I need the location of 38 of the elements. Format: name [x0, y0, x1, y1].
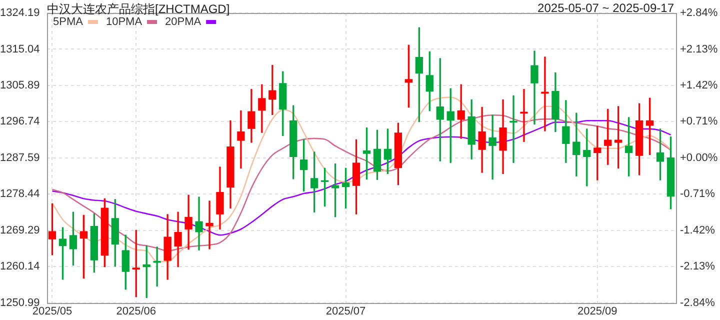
y-tick-label: 1260.14 [0, 260, 40, 273]
legend-label: 20PMA [165, 16, 202, 28]
chart-title: 中汉大连农产品综指[ZHCTMAGD] [47, 1, 230, 17]
candlestick [237, 110, 245, 168]
legend-label: 5PMA [53, 16, 84, 28]
y2-tick-label: +2.13% [680, 43, 718, 56]
candlestick [520, 89, 528, 142]
y2-tick-label: -2.13% [680, 260, 716, 273]
candlestick [206, 200, 214, 250]
candlestick [530, 50, 538, 125]
y2-tick-label: +2.84% [680, 7, 718, 20]
y-tick-label: 1324.19 [0, 7, 40, 20]
y-tick-label: 1305.89 [0, 79, 40, 92]
y-tick-label: 1269.29 [0, 224, 40, 236]
candlestick [153, 246, 161, 286]
y2-tick-label: -0.71% [680, 188, 716, 200]
line-series [52, 120, 672, 236]
candlestick [488, 114, 496, 180]
line-series [52, 114, 672, 252]
x-tick-label: 2025/06 [116, 305, 156, 318]
y2-tick-label: +0.71% [680, 116, 718, 128]
candlestick [510, 95, 518, 163]
y-tick-label: 1296.74 [0, 116, 40, 128]
y-tick-label: 1278.44 [0, 188, 40, 200]
y2-tick-label: +0.00% [680, 152, 718, 164]
chart-subtitle: 2025-05-07 ~ 2025-09-17 [538, 1, 674, 15]
candlestick [184, 194, 192, 250]
y2-tick-label: -2.84% [680, 296, 716, 309]
y-tick-label: 1315.04 [0, 43, 40, 56]
x-tick-label: 2025/09 [577, 305, 618, 318]
line-series [52, 96, 672, 262]
y2-tick-label: +1.42% [680, 79, 718, 92]
y-tick-label: 1287.59 [0, 152, 40, 164]
y2-tick-label: -1.42% [680, 224, 716, 236]
x-tick-label: 2025/05 [32, 305, 72, 318]
x-tick-label: 2025/07 [326, 305, 366, 318]
candlestick [195, 196, 203, 250]
legend-label: 10PMA [106, 16, 143, 28]
